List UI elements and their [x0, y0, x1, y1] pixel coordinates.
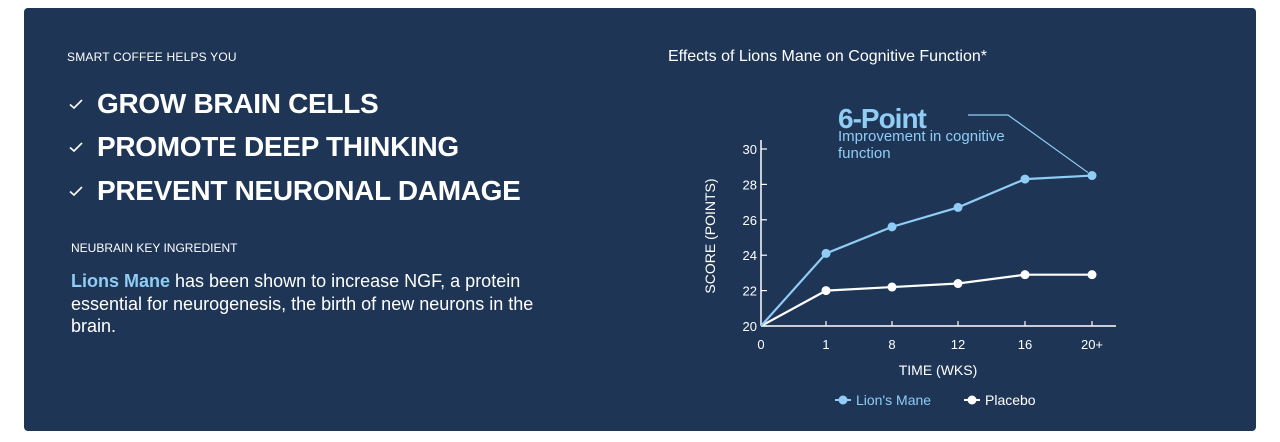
data-point: [953, 279, 963, 289]
eyebrow-text: SMART COFFEE HELPS YOU: [67, 50, 237, 64]
cognitive-function-chart: 20 22 24 26 28 30 0 1 8 12 16 20+ TIME (WKS) SCORE (P…: [702, 114, 1116, 408]
x-tick-label: 12: [951, 337, 965, 352]
benefit-item: GROW BRAIN CELLS: [68, 82, 521, 126]
y-tick-label: 24: [743, 248, 757, 263]
x-tick-label: 8: [888, 337, 895, 352]
x-tick-label: 1: [822, 337, 829, 352]
series-line: [760, 174, 1093, 327]
legend-swatch-marker: [838, 395, 848, 405]
data-point: [1087, 270, 1097, 280]
data-point: [887, 282, 897, 292]
data-point: [1020, 270, 1030, 280]
benefit-item: PROMOTE DEEP THINKING: [68, 126, 521, 170]
x-tick-label: 0: [757, 337, 764, 352]
chart-title: Effects of Lions Mane on Cognitive Funct…: [668, 48, 987, 65]
ingredient-description-text: has been shown to increase NGF, a protei…: [71, 271, 534, 336]
data-point: [1020, 174, 1030, 184]
legend-label: Placebo: [985, 392, 1036, 408]
checkmark-icon: [68, 94, 88, 114]
content-panel: SMART COFFEE HELPS YOU GROW BRAIN CELLS …: [24, 8, 1256, 431]
callout-leader-line: [968, 114, 1089, 174]
benefit-list: GROW BRAIN CELLS PROMOTE DEEP THINKING P…: [68, 82, 521, 213]
checkmark-icon: [68, 181, 88, 201]
y-tick-label: 28: [743, 177, 757, 192]
benefit-text: GROW BRAIN CELLS: [97, 87, 379, 119]
data-point: [887, 222, 897, 232]
series-line: [760, 273, 1092, 327]
benefit-text: PROMOTE DEEP THINKING: [97, 131, 459, 163]
x-tick-label: 16: [1018, 337, 1032, 352]
x-tick-label: 20+: [1081, 337, 1103, 352]
callout-headline: 6-Point: [838, 103, 927, 134]
y-tick-label: 22: [743, 284, 757, 299]
y-tick-label: 20: [743, 319, 757, 334]
data-point: [1087, 171, 1097, 181]
data-point: [821, 286, 831, 296]
checkmark-icon: [68, 137, 88, 157]
ingredient-name: Lions Mane: [71, 271, 171, 291]
benefit-item: PREVENT NEURONAL DAMAGE: [68, 169, 521, 213]
ingredient-description: Lions Mane has been shown to increase NG…: [71, 270, 571, 338]
legend-label: Lion's Mane: [856, 392, 931, 408]
y-tick-label: 30: [743, 142, 757, 157]
x-axis-label: TIME (WKS): [899, 362, 978, 378]
legend-swatch-marker: [967, 395, 977, 405]
ingredient-label: NEUBRAIN KEY INGREDIENT: [71, 241, 238, 255]
benefit-text: PREVENT NEURONAL DAMAGE: [97, 174, 521, 206]
data-point: [953, 202, 963, 212]
callout-subtext: Improvement in cognitive function: [838, 128, 1005, 162]
y-axis-label: SCORE (POINTS): [702, 178, 718, 293]
y-tick-label: 26: [743, 213, 757, 228]
data-point: [821, 248, 831, 258]
